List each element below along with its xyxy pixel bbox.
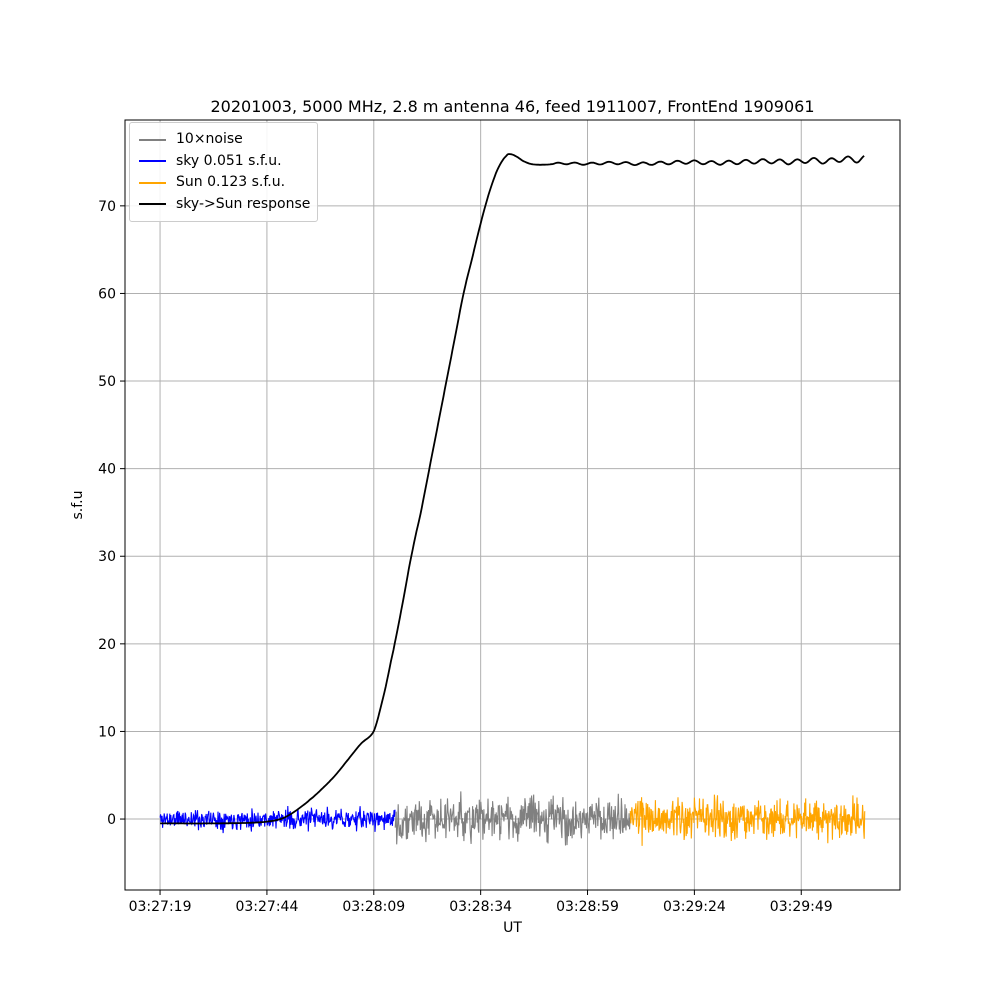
x-tick-label: 03:27:44 <box>235 899 298 915</box>
legend-item-sky: sky 0.051 s.f.u. <box>139 151 309 173</box>
y-tick-label: 20 <box>98 637 116 653</box>
y-axis-label: s.f.u <box>70 490 86 520</box>
legend-line-sample-noise <box>139 138 166 141</box>
sky-sun-response-curve <box>160 153 865 825</box>
legend-label-noise: 10×noise <box>176 131 243 147</box>
legend-line-sample-sun <box>139 181 166 184</box>
legend-item-sun: Sun 0.123 s.f.u. <box>139 172 309 194</box>
x-tick-label: 03:28:34 <box>449 899 512 915</box>
axes-border <box>124 119 901 891</box>
y-tick-label: 60 <box>98 286 116 302</box>
sky-noise-trace <box>159 805 396 834</box>
legend-line-sample-sky <box>139 160 166 163</box>
y-tick-label: 70 <box>98 199 116 215</box>
y-tick-label: 30 <box>98 549 116 565</box>
sun-noise-trace <box>629 794 866 846</box>
x-tick-label: 03:28:59 <box>556 899 619 915</box>
legend-label-sun: Sun 0.123 s.f.u. <box>176 174 286 190</box>
legend-label-sky: sky 0.051 s.f.u. <box>176 152 282 169</box>
legend-item-noise: 10×noise <box>139 129 309 151</box>
chart-title: 20201003, 5000 MHz, 2.8 m antenna 46, fe… <box>210 97 815 116</box>
y-tick-label: 40 <box>98 462 116 478</box>
legend-line-sample-response <box>139 203 166 206</box>
y-tick-label: 0 <box>107 812 116 828</box>
x-tick-label: 03:29:49 <box>770 899 833 915</box>
ten-x-noise-trace <box>394 791 631 846</box>
legend-label-response: sky->Sun response <box>176 195 311 212</box>
x-tick-label: 03:28:09 <box>342 899 405 915</box>
y-tick-label: 10 <box>98 724 116 740</box>
x-tick-label: 03:29:24 <box>663 899 726 915</box>
legend-item-response: sky->Sun response <box>139 194 311 216</box>
legend: 10×noise sky 0.051 s.f.u. Sun 0.123 s.f.… <box>129 122 318 222</box>
x-axis-label: UT <box>503 920 522 936</box>
x-tick-label: 03:27:19 <box>129 899 192 915</box>
y-tick-label: 50 <box>98 374 116 390</box>
